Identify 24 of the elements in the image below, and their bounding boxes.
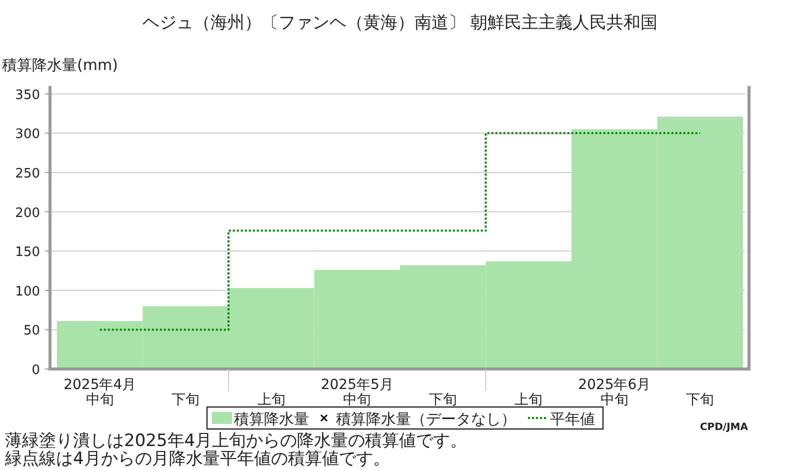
y-tick-label: 100 (15, 284, 40, 300)
text: 緑点線は4月からの月降水量平年値の積算値です。 (4, 449, 390, 469)
x-tick-label: 2025年4月中旬 (62, 377, 138, 408)
x-tick-label: 上旬 (514, 392, 544, 408)
y-tick-label: 0 (32, 363, 40, 378)
legend-label: 積算降水量（データなし） (336, 410, 516, 428)
legend-label: 平年値 (550, 410, 595, 428)
y-tick-label: 150 (15, 245, 40, 260)
chart-title: ヘジュ（海州）〔ファンヘ（黄海）南道〕 朝鮮民主主義人民共和国 (142, 13, 658, 33)
y-axis-title: 積算降水量(mm) (2, 56, 118, 74)
y-tick-label: 300 (15, 127, 40, 142)
x-tick-label: 下旬 (170, 392, 201, 408)
text: CPD/JMA (700, 422, 748, 433)
text: 薄緑塗り潰しは2025年4月上旬からの降水量の積算値です。 (5, 431, 468, 451)
x-tick-label: 上旬 (256, 392, 286, 408)
y-tick-label: 350 (15, 88, 40, 103)
x-tick-label: 下旬 (428, 392, 458, 408)
y-tick-label: 250 (15, 166, 40, 182)
y-tick-label: 200 (15, 206, 40, 221)
y-tick-label: 50 (23, 324, 40, 339)
legend-label: 積算降水量 (234, 410, 309, 428)
x-tick-label: 2025年5月中旬 (320, 377, 394, 408)
x-tick-label: 2025年6月中旬 (577, 377, 652, 408)
x-tick-label: 下旬 (685, 392, 716, 408)
